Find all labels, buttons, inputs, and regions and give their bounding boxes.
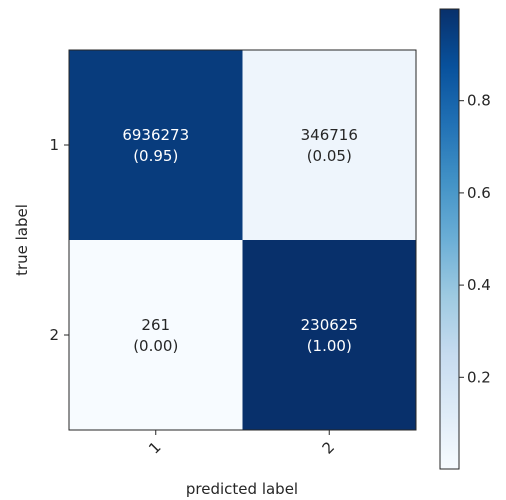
y-axis-title: true label	[13, 204, 31, 276]
matrix-cell-labels: 6936273 (0.95) 346716 (0.05) 261 (0.00) 230625…	[122, 126, 358, 355]
y-tick-label: 1	[49, 136, 59, 154]
cell-count-1-2: 346716	[301, 126, 358, 144]
cell-count-2-2: 230625	[301, 316, 358, 334]
cell-count-2-1: 261	[141, 316, 170, 334]
cell-fraction-1-1: (0.95)	[133, 147, 178, 165]
colorbar	[439, 8, 460, 470]
y-axis-ticks: 12	[49, 136, 69, 344]
cell-fraction-1-2: (0.05)	[307, 147, 352, 165]
cell-fraction-2-1: (0.00)	[133, 337, 178, 355]
colorbar-tick-label: 0.4	[467, 276, 491, 294]
colorbar-ticks: 0.2 0.4 0.6 0.8	[459, 92, 491, 386]
colorbar-tick-label: 0.6	[467, 184, 491, 202]
x-tick-label: 1	[145, 438, 164, 457]
matrix-cell-1-2	[242, 50, 416, 240]
matrix-cell-1-1	[69, 50, 243, 240]
matrix-cell-2-2	[242, 240, 416, 430]
cell-count-1-1: 6936273	[122, 126, 189, 144]
x-axis-title: predicted label	[186, 480, 298, 498]
matrix-cells	[69, 50, 416, 430]
x-tick-label: 2	[319, 438, 338, 457]
colorbar-tick-label: 0.8	[467, 92, 491, 110]
plot-frame	[68, 49, 417, 431]
matrix-cell-2-1	[69, 240, 243, 430]
y-tick-label: 2	[49, 326, 59, 344]
cell-fraction-2-2: (1.00)	[307, 337, 352, 355]
colorbar-tick-label: 0.2	[467, 368, 491, 386]
